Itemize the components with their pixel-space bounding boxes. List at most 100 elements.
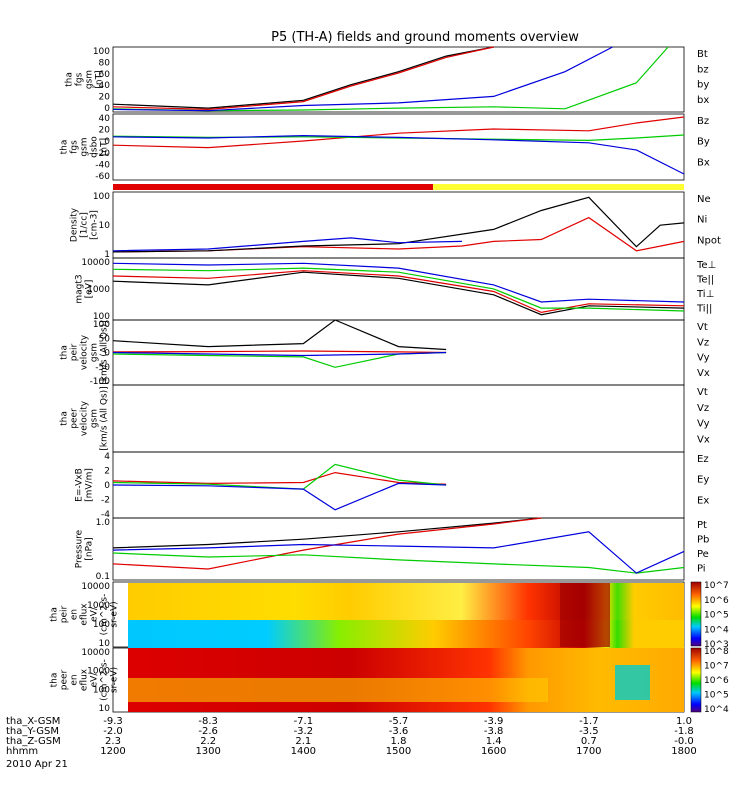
x-axis-value: -2.6 <box>198 726 218 737</box>
legend-label: Te|| <box>696 275 714 286</box>
y-tick-label: 2 <box>104 467 110 477</box>
series-line-2 <box>112 237 462 252</box>
x-axis-value: -8.3 <box>198 716 218 727</box>
colorbar-tick: 10^5 <box>704 691 729 701</box>
x-axis-value: -3.5 <box>579 726 599 737</box>
x-axis-value: -9.3 <box>103 716 123 727</box>
x-axis-value: 1.8 <box>391 736 407 747</box>
y-axis-label: peer <box>70 408 80 429</box>
y-axis-label: [km/s (All Qs)] <box>100 320 110 384</box>
mode-bar-red <box>113 184 433 190</box>
y-tick-label: -50 <box>95 363 110 373</box>
x-axis-row-label: tha_Z-GSM <box>6 736 61 747</box>
series-line-4 <box>112 351 447 357</box>
y-axis-label: fgs <box>70 140 80 154</box>
y-tick-label: 1 <box>104 250 110 260</box>
x-axis-value: 1500 <box>386 746 411 757</box>
x-axis-value: 1200 <box>100 746 125 757</box>
series-line-3 <box>112 267 685 312</box>
y-tick-label: 20 <box>99 126 111 136</box>
y-axis-label: sr-eV) <box>110 601 120 627</box>
y-axis-label: velocity <box>80 334 90 370</box>
colorbar-labels: 10^7 10^6 10^5 10^4 10^310^8 10^7 10^6 10^5 10^4 <box>704 581 729 715</box>
ion-spectrogram-core <box>560 583 610 647</box>
x-axis-value: -3.6 <box>389 726 409 737</box>
y-tick-label: 50 <box>99 334 111 344</box>
y-tick-label: 0 <box>104 137 110 147</box>
ion-spectrogram <box>128 583 684 648</box>
y-axis-label: [km/s (All Qs)] <box>100 386 110 450</box>
series-line-3 <box>112 270 685 314</box>
mode-bar-yellow <box>433 184 684 190</box>
legend-label: Ex <box>697 495 709 506</box>
colorbar-tick: 10^7 <box>704 662 729 672</box>
y-tick-label: 60 <box>99 70 111 80</box>
legend-label: Vx <box>697 434 710 445</box>
panel-frame <box>112 257 685 321</box>
legends: Bt bz by bx Bz By Bx Ne Ni Npot Te⊥ Te|| Ti⊥ Ti|| Vt Vz… <box>696 49 721 575</box>
x-axis-value: -5.7 <box>389 716 409 727</box>
series-line-2 <box>112 196 685 253</box>
y-axis-label: tha <box>60 345 70 360</box>
y-axis-label: en <box>70 609 80 620</box>
y-tick-label: 10 <box>99 704 111 714</box>
colorbar-tick: 10^8 <box>704 647 729 657</box>
y-tick-label: 1000 <box>87 285 110 295</box>
y-axis-label: (cm^2-s- <box>100 659 110 701</box>
y-axis-label: Density <box>70 207 80 242</box>
y-axis-label: gsm <box>90 409 100 428</box>
series-line-2 <box>112 216 685 253</box>
y-axis-label: peir <box>70 343 80 361</box>
series-line-3 <box>112 262 685 303</box>
y-axis-label: (cm^2-s- <box>100 594 110 636</box>
legend-label: Bt <box>697 49 708 60</box>
panel-frame <box>112 113 685 181</box>
series-line-7 <box>112 552 685 574</box>
y-tick-label: 100 <box>93 47 110 57</box>
panel-frame <box>112 517 685 581</box>
series-line-3 <box>112 271 685 316</box>
colorbar-tick: 10^3 <box>704 640 729 650</box>
series-line-1 <box>112 134 685 175</box>
legend-label: bz <box>697 64 709 75</box>
date-label: 2010 Apr 21 <box>6 759 68 770</box>
y-axis-label: [mV/m] <box>85 468 95 502</box>
y-axis-label: [nT] <box>100 138 110 156</box>
x-axis-value: -1.7 <box>579 716 599 727</box>
y-tick-label: 40 <box>99 114 111 124</box>
y-tick-label: 10000 <box>81 582 110 592</box>
axis-ticks: 10080604020040200-20-40-6010010110000100… <box>81 47 110 714</box>
y-tick-label: 1.0 <box>96 518 111 528</box>
x-axis-value: 0.7 <box>581 736 597 747</box>
y-tick-label: -4 <box>101 510 110 520</box>
x-axis-value: -3.9 <box>484 716 504 727</box>
y-tick-label: 1000 <box>87 667 110 677</box>
x-axis-value: -7.1 <box>294 716 314 727</box>
chart-title: P5 (TH-A) fields and ground moments over… <box>271 30 579 45</box>
y-axis-label: sr-eV) <box>110 667 120 693</box>
colorbar-electron <box>690 647 702 713</box>
x-axis-row-label: hhmm <box>6 746 38 757</box>
y-axis-label: gsm <box>80 137 90 156</box>
legend-label: Vt <box>697 387 708 398</box>
colorbar-tick: 10^4 <box>704 625 729 635</box>
y-axis-label: [1/cc] <box>80 212 90 238</box>
y-tick-label: -40 <box>95 160 110 170</box>
y-axis-label: fgs <box>75 72 85 86</box>
legend-label: Bx <box>697 157 710 168</box>
x-axis-value: -1.8 <box>674 726 694 737</box>
y-tick-label: 20 <box>99 93 111 103</box>
legend-label: Vy <box>697 353 710 364</box>
electron-spectrogram-hole <box>615 665 650 700</box>
x-axis-value: 1700 <box>576 746 601 757</box>
y-tick-label: 40 <box>99 81 111 91</box>
legend-label: bx <box>697 95 709 106</box>
x-axis-value: -0.0 <box>674 736 694 747</box>
x-axis-value: 1800 <box>671 746 696 757</box>
y-axis-labels: tha fgs gsm [nT]tha fgs gsm dsbo [nT]Density [1/… <box>50 70 120 701</box>
series-line-4 <box>112 319 447 351</box>
y-tick-label: 0 <box>104 104 110 114</box>
electron-spectrogram <box>128 648 684 712</box>
y-axis-label: Pressure <box>75 529 85 568</box>
y-axis-label: E=-VxB <box>75 468 85 502</box>
